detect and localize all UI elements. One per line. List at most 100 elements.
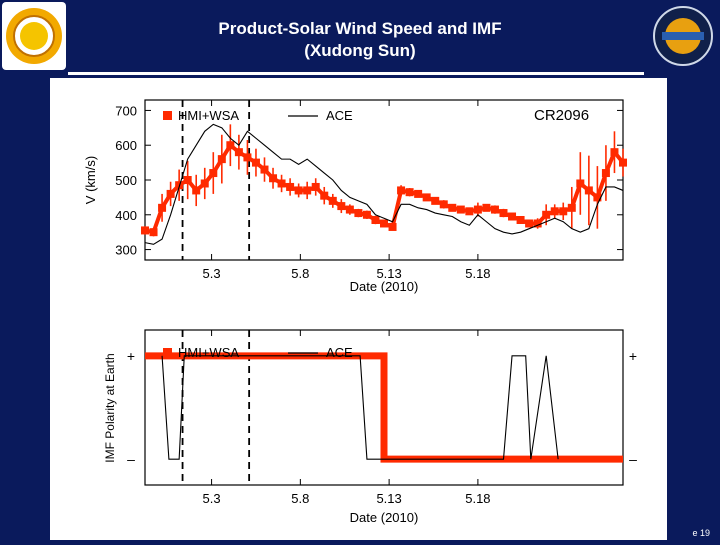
model-data-point <box>610 148 619 157</box>
model-data-point <box>465 207 474 216</box>
polarity-chart: 5.3 5.8 5.13 5.18 + + – – HMI+WSA ACE Date (201… <box>103 329 637 525</box>
y-tick-label: 600 <box>115 138 137 153</box>
model-data-point <box>593 193 602 202</box>
model-data-point <box>354 209 363 218</box>
sdo-logo <box>652 0 716 68</box>
model-data-point <box>303 186 312 195</box>
model-data-point <box>499 209 508 218</box>
model-data-point <box>311 182 320 191</box>
legend-model-label: HMI+WSA <box>178 108 239 123</box>
polarity-y-axis-label: IMF Polarity at Earth <box>103 353 117 462</box>
model-data-point <box>559 207 568 216</box>
model-data-point <box>380 219 388 228</box>
model-data-point <box>533 219 542 228</box>
model-data-point <box>328 196 337 205</box>
y-tick-label-right: + <box>629 348 637 364</box>
sun-rays-icon <box>6 8 62 64</box>
model-data-point <box>576 179 585 188</box>
speed-series <box>141 123 627 245</box>
model-data-point <box>422 193 431 202</box>
x-tick-label: 5.13 <box>376 266 401 281</box>
model-data-point <box>286 182 295 191</box>
observed-series-line <box>144 123 624 245</box>
speed-x-axis-label: Date (2010) <box>350 279 419 294</box>
title-divider <box>68 72 644 75</box>
title-line-1: Product-Solar Wind Speed and IMF <box>218 19 502 38</box>
model-data-point <box>567 203 576 212</box>
legend-model-label: HMI+WSA <box>178 345 239 360</box>
legend-observed-label: ACE <box>326 345 353 360</box>
x-tick-label: 5.18 <box>465 266 490 281</box>
polarity-x-axis-label: Date (2010) <box>350 510 419 525</box>
model-data-point <box>337 202 346 211</box>
observed-series-line <box>161 355 559 460</box>
model-data-point <box>260 165 269 174</box>
model-data-point <box>601 169 610 178</box>
model-data-point <box>149 228 158 237</box>
model-data-point <box>431 196 440 205</box>
model-data-point <box>226 141 235 150</box>
model-data-point <box>405 188 414 197</box>
model-data-point <box>516 216 525 224</box>
speed-legend: HMI+WSA ACE <box>163 108 353 123</box>
model-data-point <box>414 189 423 198</box>
model-data-point <box>243 153 252 162</box>
model-data-point <box>251 158 260 167</box>
carrington-rotation-label: CR2096 <box>534 107 589 124</box>
model-data-point <box>183 176 192 184</box>
model-data-point <box>209 169 218 178</box>
model-data-point <box>619 158 627 167</box>
figure-svg: 5.3 5.8 5.13 5.18 300 400 500 600 700 HMI+WSA AC… <box>83 99 637 525</box>
model-data-point <box>141 226 149 235</box>
model-data-point <box>166 189 175 198</box>
model-data-point <box>277 179 286 188</box>
x-tick-label: 5.13 <box>376 491 401 506</box>
x-tick-label: 5.8 <box>291 491 309 506</box>
y-tick-label: 400 <box>115 208 137 223</box>
title-line-2: (Xudong Sun) <box>304 41 416 60</box>
model-data-point <box>508 212 517 221</box>
speed-axes: 5.3 5.8 5.13 5.18 300 400 500 600 700 <box>115 100 623 281</box>
speed-plot-frame <box>144 99 624 261</box>
x-tick-label: 5.3 <box>203 491 221 506</box>
polarity-plot-frame <box>144 329 624 486</box>
y-tick-label-right: – <box>629 451 637 467</box>
model-data-point <box>456 205 465 214</box>
legend-model-marker <box>163 111 172 120</box>
y-tick-label: 500 <box>115 173 137 188</box>
model-data-point <box>362 210 371 219</box>
model-data-point <box>192 186 201 195</box>
model-data-point <box>200 179 209 188</box>
polarity-legend: HMI+WSA ACE <box>163 345 353 360</box>
y-tick-label: 300 <box>115 243 137 258</box>
hmi-logo <box>2 2 66 70</box>
polarity-series <box>145 352 623 463</box>
model-data-point <box>345 205 354 214</box>
figure-panel: 5.3 5.8 5.13 5.18 300 400 500 600 700 HMI+WSA AC… <box>50 78 667 540</box>
model-data-point <box>525 219 534 228</box>
model-data-point <box>217 155 226 164</box>
y-tick-label: – <box>127 451 135 467</box>
model-data-point <box>234 148 243 157</box>
model-data-point <box>439 200 448 209</box>
model-data-point <box>294 186 303 195</box>
model-data-point <box>371 216 380 224</box>
model-data-point <box>584 186 593 195</box>
slide-number: e 19 <box>692 528 710 538</box>
x-tick-label: 5.18 <box>465 491 490 506</box>
speed-chart: 5.3 5.8 5.13 5.18 300 400 500 600 700 HMI+WSA AC… <box>83 99 627 294</box>
model-data-point <box>473 205 482 214</box>
model-polarity-line <box>145 352 623 463</box>
model-data-point <box>542 210 551 219</box>
model-data-point <box>482 203 491 212</box>
model-data-point <box>269 174 278 183</box>
y-tick-label: + <box>127 348 135 364</box>
model-data-point <box>320 191 329 200</box>
legend-model-marker <box>163 348 172 357</box>
model-data-point <box>550 207 559 216</box>
model-data-point <box>397 186 406 195</box>
y-tick-label: 700 <box>115 103 137 118</box>
x-tick-label: 5.3 <box>203 266 221 281</box>
speed-y-axis-label: V (km/s) <box>83 156 98 204</box>
legend-observed-label: ACE <box>326 108 353 123</box>
